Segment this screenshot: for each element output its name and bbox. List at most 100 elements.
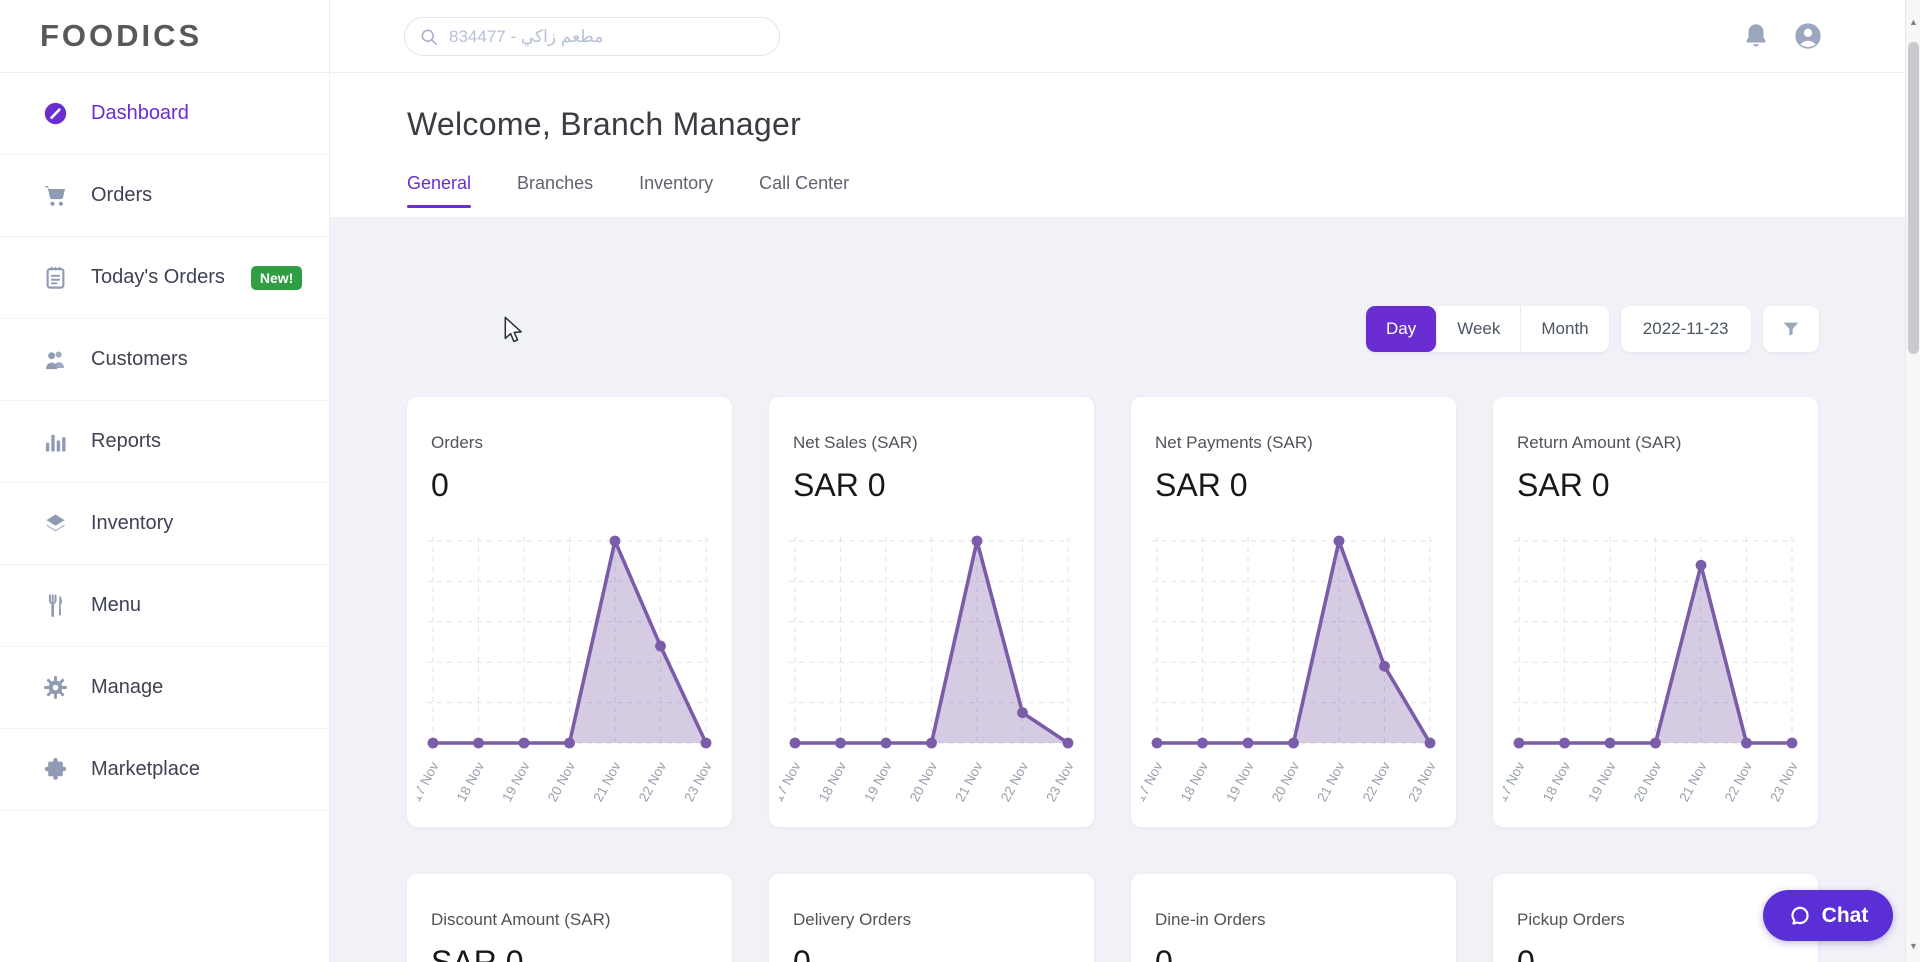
- period-segmented-control: Day Week Month: [1366, 306, 1609, 352]
- kpi-card-orders: Orders 0 17 Nov 18 Nov 19 Nov 20 Nov 21 Nov 2…: [407, 397, 732, 827]
- return-amount-trend-chart: 17 Nov 18 Nov 19 Nov 20 Nov 21 Nov 22 Nov 23 N…: [1494, 525, 1808, 820]
- svg-text:22 Nov: 22 Nov: [1360, 759, 1393, 804]
- layers-icon: [45, 514, 66, 532]
- card-value: 0: [1155, 944, 1173, 962]
- svg-text:19 Nov: 19 Nov: [499, 759, 532, 804]
- card-value: SAR 0: [431, 944, 524, 962]
- search-input[interactable]: [449, 26, 765, 47]
- svg-text:19 Nov: 19 Nov: [1223, 759, 1256, 804]
- people-icon: [46, 351, 64, 370]
- period-month-button[interactable]: Month: [1520, 306, 1609, 352]
- card-title: Discount Amount (SAR): [431, 910, 611, 929]
- notepad-icon: [46, 266, 65, 289]
- kpi-card-dine-in-orders: Dine-in Orders 0: [1131, 874, 1456, 962]
- tab-inventory[interactable]: Inventory: [639, 173, 714, 193]
- kpi-card-net-payments: Net Payments (SAR) SAR 0 17 Nov 18 Nov 19 …: [1131, 397, 1456, 827]
- svg-text:22 Nov: 22 Nov: [636, 759, 669, 804]
- foodics-logo: FOODICS: [40, 18, 203, 53]
- svg-text:21 Nov: 21 Nov: [1314, 759, 1347, 804]
- page-title: Welcome, Branch Manager: [407, 106, 802, 142]
- card-title: Return Amount (SAR): [1517, 433, 1682, 452]
- new-badge: New!: [250, 265, 303, 290]
- svg-text:21 Nov: 21 Nov: [952, 759, 985, 804]
- sidebar-item-label: Dashboard: [91, 102, 189, 124]
- kpi-card-discount-amount: Discount Amount (SAR) SAR 0: [407, 874, 732, 962]
- svg-text:19 Nov: 19 Nov: [861, 759, 894, 804]
- kpi-card-delivery-orders: Delivery Orders 0: [769, 874, 1094, 962]
- sidebar-item-customers[interactable]: Customers: [0, 319, 329, 401]
- dashboard-body: Day Week Month 2022-11-23 Orders 0 17 No…: [330, 217, 1905, 962]
- svg-text:23 Nov: 23 Nov: [1767, 759, 1800, 804]
- topbar: [330, 0, 1905, 73]
- svg-text:23 Nov: 23 Nov: [1043, 759, 1076, 804]
- period-week-button[interactable]: Week: [1436, 306, 1521, 352]
- sidebar-item-dashboard[interactable]: Dashboard: [0, 73, 329, 155]
- bell-icon[interactable]: [1740, 20, 1772, 52]
- card-value: SAR 0: [793, 467, 886, 503]
- card-title: Dine-in Orders: [1155, 910, 1266, 929]
- chat-button[interactable]: Chat: [1763, 890, 1893, 941]
- sidebar-item-label: Today's Orders: [91, 266, 225, 288]
- sidebar-item-orders[interactable]: Orders: [0, 155, 329, 237]
- search-box[interactable]: [404, 17, 780, 56]
- card-title: Pickup Orders: [1517, 910, 1625, 929]
- sidebar-item-inventory[interactable]: Inventory: [0, 483, 329, 565]
- sidebar-item-label: Reports: [91, 430, 162, 452]
- sidebar-item-todays-orders[interactable]: Today's Orders New!: [0, 237, 329, 319]
- sidebar-item-reports[interactable]: Reports: [0, 401, 329, 483]
- date-picker-button[interactable]: 2022-11-23: [1620, 306, 1751, 352]
- card-title: Net Sales (SAR): [793, 433, 918, 452]
- cart-icon: [45, 185, 66, 206]
- chat-button-label: Chat: [1821, 903, 1869, 927]
- period-day-button[interactable]: Day: [1366, 306, 1437, 352]
- utensils-icon: [48, 594, 62, 617]
- tab-call-center[interactable]: Call Center: [759, 173, 850, 193]
- svg-text:17 Nov: 17 Nov: [779, 759, 804, 804]
- avatar-icon[interactable]: [1792, 20, 1824, 52]
- sidebar-item-menu[interactable]: Menu: [0, 565, 329, 647]
- svg-text:20 Nov: 20 Nov: [907, 759, 940, 804]
- svg-text:17 Nov: 17 Nov: [417, 759, 442, 804]
- sidebar-item-label: Menu: [91, 594, 142, 616]
- scrollbar-thumb[interactable]: [1908, 42, 1919, 354]
- tab-branches[interactable]: Branches: [517, 173, 594, 193]
- dashboard-gauge-icon: [44, 102, 67, 125]
- sidebar-item-manage[interactable]: Manage: [0, 647, 329, 729]
- sidebar: FOODICS Dashboard Orders Today's Orders …: [0, 0, 330, 962]
- tabs: General Branches Inventory Call Center: [407, 173, 849, 208]
- svg-text:22 Nov: 22 Nov: [1722, 759, 1755, 804]
- scrollbar-down-arrow[interactable]: ▼: [1909, 941, 1918, 951]
- logo-row: FOODICS: [0, 0, 329, 73]
- card-value: SAR 0: [1155, 467, 1248, 503]
- card-value: SAR 0: [1517, 467, 1610, 503]
- scrollbar-up-arrow[interactable]: ▲: [1909, 17, 1918, 27]
- card-value: 0: [793, 944, 811, 962]
- gear-icon: [44, 676, 67, 699]
- svg-text:23 Nov: 23 Nov: [1405, 759, 1438, 804]
- card-title: Orders: [431, 433, 483, 452]
- bar-chart-icon: [45, 434, 66, 452]
- filter-button[interactable]: [1762, 306, 1819, 352]
- svg-text:18 Nov: 18 Nov: [454, 759, 487, 804]
- period-controls: Day Week Month 2022-11-23: [1366, 306, 1819, 352]
- net-sales-trend-chart: 17 Nov 18 Nov 19 Nov 20 Nov 21 Nov 22 Nov 23 N…: [770, 525, 1084, 820]
- svg-text:17 Nov: 17 Nov: [1503, 759, 1528, 804]
- vertical-scrollbar[interactable]: ▲ ▼: [1905, 0, 1920, 962]
- svg-text:20 Nov: 20 Nov: [1269, 759, 1302, 804]
- sidebar-item-label: Customers: [91, 348, 188, 370]
- puzzle-icon: [44, 758, 67, 780]
- card-value: 0: [431, 467, 449, 503]
- svg-text:17 Nov: 17 Nov: [1141, 759, 1166, 804]
- tab-general[interactable]: General: [407, 173, 472, 208]
- svg-text:20 Nov: 20 Nov: [545, 759, 578, 804]
- funnel-icon: [1783, 322, 1798, 336]
- sidebar-item-label: Marketplace: [91, 758, 200, 780]
- sidebar-item-marketplace[interactable]: Marketplace: [0, 729, 329, 811]
- net-payments-trend-chart: 17 Nov 18 Nov 19 Nov 20 Nov 21 Nov 22 Nov 23 N…: [1132, 525, 1446, 820]
- svg-text:18 Nov: 18 Nov: [1540, 759, 1573, 804]
- sidebar-item-label: Orders: [91, 184, 153, 206]
- svg-text:20 Nov: 20 Nov: [1631, 759, 1664, 804]
- main-content: Welcome, Branch Manager General Branches…: [330, 73, 1905, 962]
- orders-trend-chart: 17 Nov 18 Nov 19 Nov 20 Nov 21 Nov 22 Nov 23 N…: [408, 525, 722, 820]
- svg-text:18 Nov: 18 Nov: [816, 759, 849, 804]
